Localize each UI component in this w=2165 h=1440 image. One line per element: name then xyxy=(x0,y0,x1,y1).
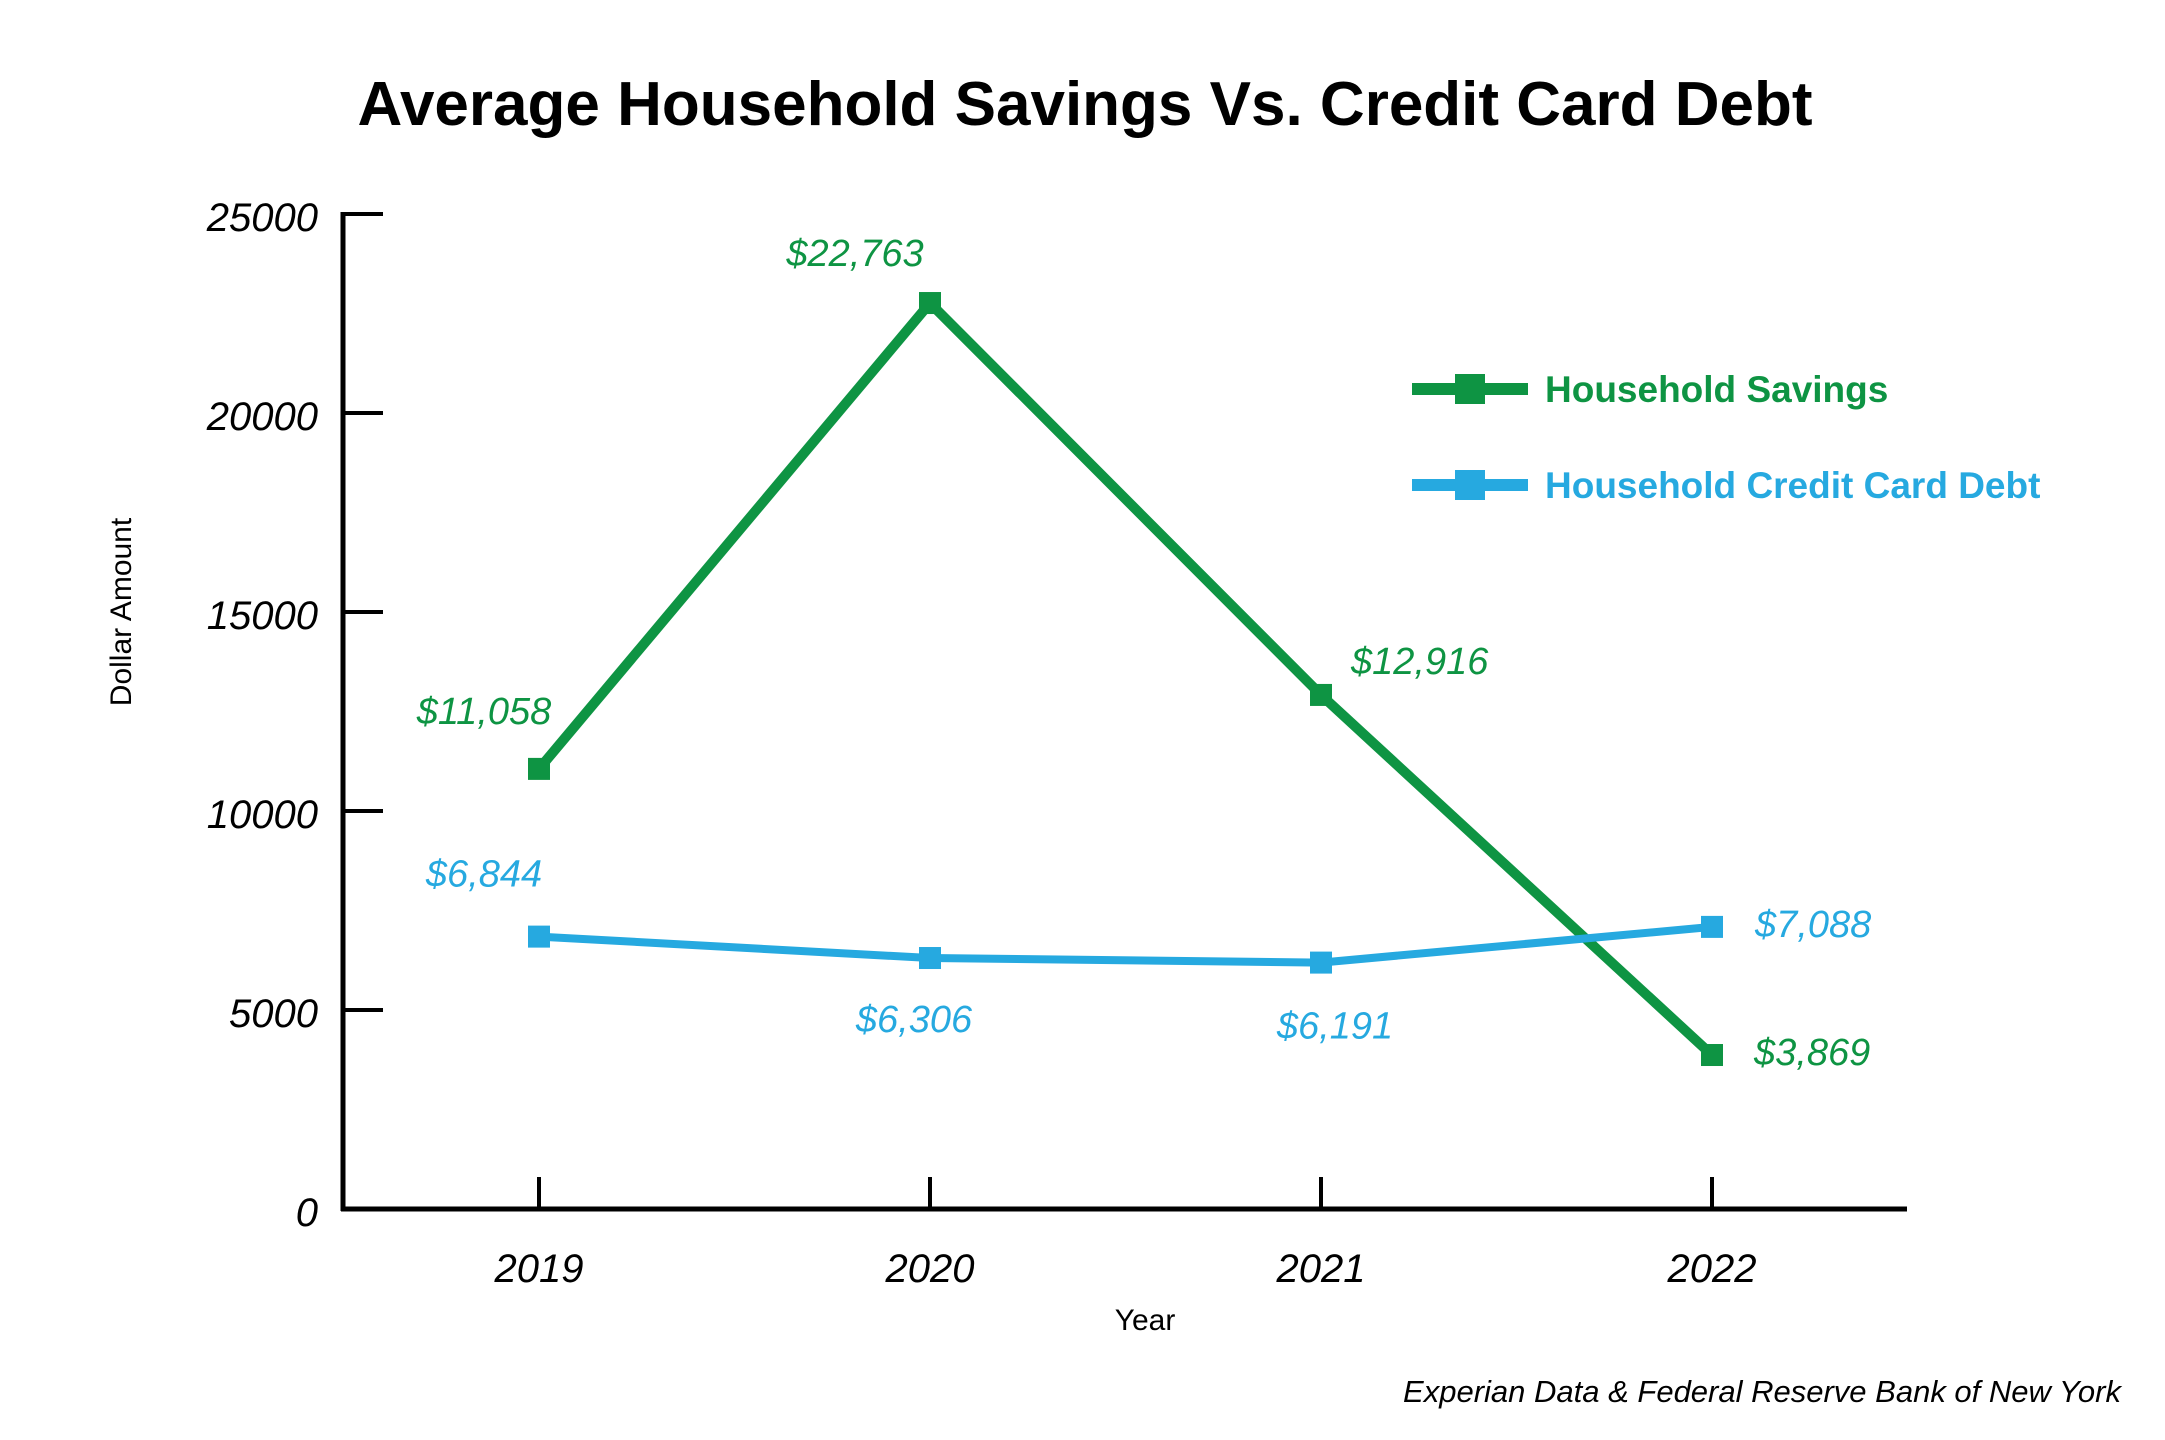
legend-label: Household Savings xyxy=(1545,369,1888,410)
data-label: $6,844 xyxy=(425,854,542,896)
data-point-marker xyxy=(1701,915,1723,938)
series-household-savings: $11,058 $22,763 $12,916 $3,869 xyxy=(416,233,1871,1074)
y-tick-label: 10000 xyxy=(207,793,318,837)
x-tick-label: 2022 xyxy=(1667,1247,1757,1291)
data-point-marker xyxy=(919,292,941,315)
x-tick-label: 2020 xyxy=(885,1247,975,1291)
data-point-marker xyxy=(528,757,550,780)
x-tick-label: 2021 xyxy=(1276,1247,1366,1291)
legend: Household Savings Household Credit Card D… xyxy=(1412,369,2040,506)
data-label: $11,058 xyxy=(416,691,552,733)
data-label: $7,088 xyxy=(1754,904,1871,946)
x-ticks: 2019 2020 2021 2022 xyxy=(494,1177,1757,1291)
series-household-credit-card-debt: $6,844 $6,306 $6,191 $7,088 xyxy=(425,854,1871,1048)
legend-item: Household Savings xyxy=(1412,369,1888,410)
y-tick-label: 15000 xyxy=(207,594,318,638)
series-group: $11,058$22,763$12,916$3,869$6,844$6,306 $… xyxy=(416,233,1872,1074)
y-tick-label: 20000 xyxy=(206,395,318,439)
chart-title: Average Household Savings Vs. Credit Car… xyxy=(357,70,1812,139)
data-point-marker xyxy=(528,925,550,948)
series-line xyxy=(535,295,1716,1059)
data-label: $22,763 xyxy=(785,233,923,275)
y-tick-label: 0 xyxy=(296,1191,318,1235)
y-tick-label: 5000 xyxy=(229,992,318,1036)
data-point-marker xyxy=(1310,683,1332,706)
data-point-marker xyxy=(1310,951,1332,974)
x-tick-label: 2019 xyxy=(494,1247,584,1291)
data-label: $6,191 xyxy=(1276,1006,1393,1048)
source-note: Experian Data & Federal Reserve Bank of … xyxy=(1403,1374,2122,1409)
axes xyxy=(340,212,1907,1212)
data-point-marker xyxy=(1701,1044,1723,1067)
y-tick-label: 25000 xyxy=(206,196,318,240)
legend-label: Household Credit Card Debt xyxy=(1545,465,2040,506)
data-label: $6,306 xyxy=(855,999,973,1041)
legend-marker-icon xyxy=(1455,374,1485,404)
legend-item: Household Credit Card Debt xyxy=(1412,465,2040,506)
series-line xyxy=(538,922,1713,967)
data-point-marker xyxy=(919,947,941,970)
y-axis-label: Dollar Amount xyxy=(105,517,138,706)
data-label: $12,916 xyxy=(1350,641,1489,683)
y-ticks: 0 5000 10000 15000 20000 25000 xyxy=(206,196,383,1235)
data-label: $3,869 xyxy=(1753,1032,1870,1074)
legend-marker-icon xyxy=(1455,470,1485,500)
x-axis-label: Year xyxy=(1115,1304,1176,1337)
